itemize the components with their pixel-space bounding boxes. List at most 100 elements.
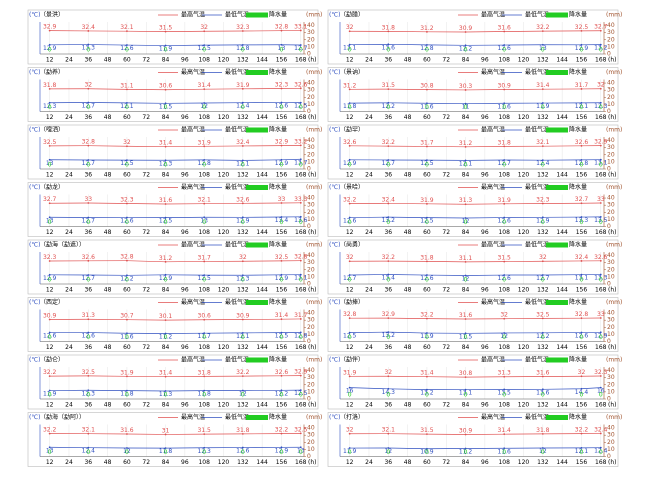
chart-title: （尚勇） (340, 241, 364, 249)
x-tick-label: 36 (384, 459, 392, 466)
x-tick-label: 24 (365, 402, 373, 409)
legend-label: 降水量 (569, 126, 587, 134)
temp-point (280, 158, 283, 161)
x-tick-label: 12 (346, 172, 354, 179)
x-tick-label: 168 (295, 344, 307, 351)
temp-line (349, 447, 601, 450)
legend-label: 最高气温 (481, 356, 505, 364)
legend-label: 最高气温 (181, 11, 205, 19)
x-tick-label: 120 (518, 344, 530, 351)
y2-axis-label: (mm) (306, 127, 322, 134)
precip-label: 0 (502, 277, 506, 284)
value-label: 32.1 (82, 427, 96, 434)
temp-point (580, 202, 583, 205)
x-tick-label: 156 (276, 172, 288, 179)
value-label: 31.8 (382, 24, 396, 31)
x-tick-label: 156 (576, 172, 588, 179)
x-tick-label: 96 (481, 114, 489, 121)
precip-label: 0 (580, 162, 584, 169)
temp-point (426, 216, 428, 219)
y2-tick-label: 20 (307, 94, 315, 101)
legend-label: 最低气温 (225, 298, 249, 306)
temp-point (126, 30, 128, 33)
temp-point (164, 44, 167, 47)
value-label: 12.7 (82, 275, 96, 282)
temp-point (541, 331, 544, 334)
temp-point (426, 274, 428, 276)
temp-point (426, 102, 428, 105)
temp-point (599, 144, 602, 147)
temp-point (164, 390, 167, 392)
precip-label: 0 (541, 47, 545, 54)
temp-point (299, 29, 302, 32)
x-tick-label: 108 (498, 459, 510, 466)
temp-point (503, 274, 506, 276)
value-label: 11.3 (159, 391, 173, 398)
precip-label: 0 (599, 104, 603, 111)
x-tick-label: 36 (84, 229, 92, 236)
x-axis-label: (h) (608, 114, 616, 121)
temp-point (464, 433, 467, 436)
value-label: 12.7 (82, 160, 96, 167)
value-label: 32.6 (594, 254, 608, 261)
value-label: 11.6 (498, 103, 512, 110)
x-tick-label: 12 (346, 459, 354, 466)
y2-tick-label: 30 (607, 144, 615, 151)
value-label: 13.1 (575, 275, 589, 282)
temp-line (349, 202, 601, 205)
value-label: 12 (539, 448, 547, 455)
value-label: 11.9 (43, 391, 57, 398)
x-tick-label: 36 (384, 344, 392, 351)
value-label: 32.2 (343, 197, 357, 204)
x-tick-label: 24 (65, 344, 73, 351)
x-axis-label: (h) (608, 172, 616, 179)
precip-label: 0 (580, 219, 584, 226)
y2-tick-label: 40 (607, 310, 615, 317)
value-label: 14.4 (575, 389, 589, 396)
chart-title: （勐捧） (340, 298, 364, 306)
temp-line (349, 433, 601, 435)
precip-label: 0 (425, 392, 429, 399)
value-label: 32.4 (82, 24, 96, 31)
temp-point (299, 446, 302, 449)
y-axis-label: (℃) (29, 12, 40, 19)
value-label: 30.3 (459, 83, 473, 90)
temp-point (599, 386, 602, 389)
value-label: 13.7 (294, 159, 308, 166)
precip-label: 0 (599, 162, 603, 169)
temp-point (164, 433, 167, 436)
precip-label: 0 (280, 334, 284, 341)
chart-title: （勐海（勐阿）） (40, 413, 85, 421)
value-label: 31.8 (420, 254, 434, 261)
legend-label: 最低气温 (225, 413, 249, 421)
y2-tick-label: 40 (307, 80, 315, 87)
temp-point (348, 216, 351, 219)
x-tick-label: 48 (104, 287, 112, 294)
temp-point (299, 389, 302, 392)
value-label: 32.2 (236, 369, 250, 376)
temp-point (348, 375, 351, 378)
temp-point (348, 386, 351, 389)
y2-axis-label: (mm) (606, 12, 622, 19)
x-tick-label: 132 (537, 57, 549, 64)
value-label: 13.1 (594, 160, 608, 167)
temp-line (49, 375, 301, 378)
x-tick-label: 72 (442, 172, 450, 179)
temp-point (348, 317, 351, 320)
temp-line (49, 102, 301, 104)
value-label: 11.9 (536, 103, 550, 110)
temp-point (580, 375, 583, 378)
x-tick-label: 60 (423, 344, 431, 351)
precip-label: 0 (125, 104, 129, 111)
y2-tick-label: 0 (607, 108, 611, 115)
precip-label: 0 (48, 277, 52, 284)
precip-label: 0 (48, 162, 52, 169)
x-tick-label: 48 (104, 344, 112, 351)
temp-point (599, 216, 602, 218)
precip-label: 0 (48, 392, 52, 399)
value-label: 32.3 (43, 254, 57, 261)
precip-label: 0 (599, 277, 603, 284)
x-tick-label: 12 (46, 114, 54, 121)
x-tick-label: 60 (123, 172, 131, 179)
legend-label: 最高气温 (181, 241, 205, 249)
